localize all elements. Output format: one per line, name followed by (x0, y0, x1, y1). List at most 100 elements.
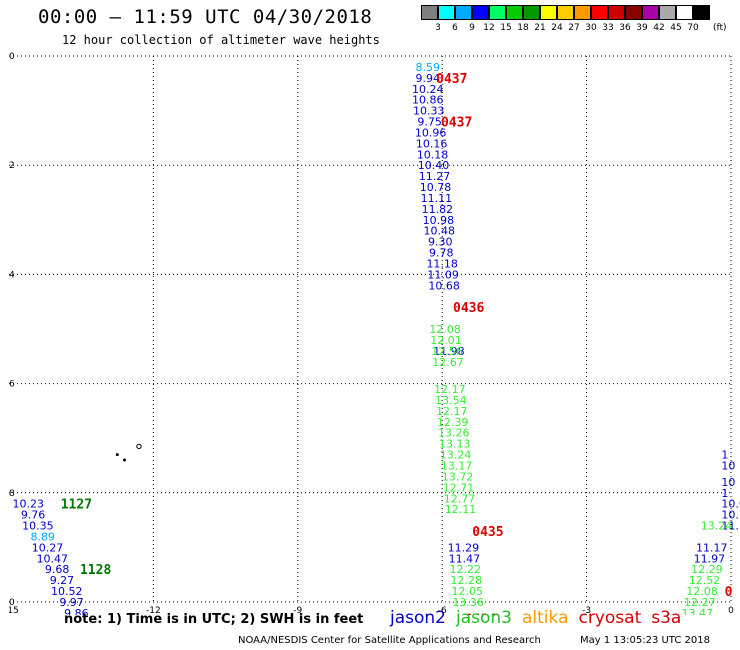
jason3-value-label: 12.56 (431, 345, 463, 358)
legend-label: 30 (585, 23, 597, 33)
jason2-value-label: 10.18 (417, 148, 449, 161)
legend-label: 33 (602, 23, 614, 33)
pass-time-label: 0437 (441, 116, 472, 131)
island-mark (115, 453, 119, 457)
y-tick-label: -30 (9, 52, 15, 62)
jason3-value-label: 12.29 (691, 563, 723, 576)
x-tick-label: -12 (146, 606, 161, 615)
jason2-value-label: 10.48 (424, 225, 456, 238)
satellite-legend-jason2: jason2 (390, 608, 446, 628)
y-tick-label: -32 (9, 161, 15, 171)
pass-time-label: 0435 (472, 525, 503, 540)
x-tick-label: 0 (728, 606, 734, 615)
jason2-value-label: 9.75 (417, 116, 442, 129)
jason3-value-label: 13.24 (440, 449, 472, 462)
chart-subtitle: 12 hour collection of altimeter wave hei… (62, 33, 380, 47)
legend-label: 15 (500, 23, 512, 33)
legend-label: 27 (568, 23, 580, 33)
satellite-legend-altika: altika (522, 608, 569, 628)
legend-swatch (489, 5, 506, 20)
jason2-value-label: 8.89 (30, 530, 55, 543)
legend-swatch (455, 5, 472, 20)
jason2-value-label: 10.52 (51, 585, 83, 598)
jason2-value-label: 11.18 (426, 257, 458, 270)
pass-time-label: 1128 (80, 563, 111, 578)
jason2-value-label: 11.98 (433, 345, 465, 358)
jason3-value-label: 13.13 (439, 438, 471, 451)
jason2-value-label: 9.97 (59, 596, 84, 609)
jason2-value-label: 10.24 (412, 83, 444, 96)
jason2-value-label: 8.59 (416, 61, 441, 74)
jason2-value-label: 1 (721, 449, 728, 462)
legend-label: 18 (517, 23, 529, 33)
chart-title: 00:00 – 11:59 UTC 04/30/2018 (38, 6, 373, 28)
y-tick-label: -34 (9, 270, 15, 280)
legend-swatch (438, 5, 455, 20)
jason3-value-label: 13.24 (701, 520, 733, 533)
jason2-value-label: 11.13 (721, 520, 740, 533)
legend-label: 45 (670, 23, 682, 33)
jason2-value-label: 9.94 (416, 72, 441, 85)
legend-swatch (676, 5, 693, 20)
legend-swatch (642, 5, 659, 20)
legend-label: 21 (534, 23, 546, 33)
jason2-value-label: 11.17 (696, 541, 728, 554)
jason3-value-label: 13.26 (438, 427, 470, 440)
legend-swatch (659, 5, 676, 20)
jason2-value-label: 10.35 (22, 520, 54, 533)
jason3-value-label: 12.52 (689, 574, 721, 587)
jason3-value-label: 13.36 (452, 596, 484, 609)
legend-swatch (608, 5, 625, 20)
jason2-value-label: 10 (721, 460, 735, 473)
jason2-value-label: 1 (721, 487, 728, 500)
jason2-value-label: 9.86 (64, 607, 89, 615)
legend-label: 24 (551, 23, 563, 33)
jason3-value-label: 12.77 (444, 492, 476, 505)
legend-label: 6 (452, 23, 458, 33)
x-tick-label: -15 (9, 606, 19, 615)
legend-swatch (625, 5, 642, 20)
pass-time-label: 0434 (465, 612, 496, 615)
pass-time-label: 1127 (61, 498, 92, 513)
legend-swatch (506, 5, 523, 20)
legend-label: 12 (483, 23, 495, 33)
jason3-value-label: 12.27 (684, 596, 716, 609)
jason2-value-label: 11.97 (694, 552, 726, 565)
legend-label: 3 (435, 23, 441, 33)
jason3-value-label: 12.22 (450, 563, 482, 576)
y-tick-label: -36 (9, 380, 15, 390)
legend-label: 42 (653, 23, 665, 33)
jason3-value-label: 12.08 (429, 323, 461, 336)
jason2-value-label: 11.47 (449, 552, 481, 565)
jason3-value-label: 12.71 (443, 481, 475, 494)
jason2-value-label: 10.33 (413, 105, 445, 118)
jason2-value-label: 10.98 (423, 214, 455, 227)
satellite-legend-jason3: jason3 (456, 608, 512, 628)
pass-time-label: 0 (725, 585, 733, 600)
jason3-value-label: 12.17 (436, 405, 468, 418)
jason3-value-label: 13.72 (442, 470, 474, 483)
jason2-value-label: 10.78 (420, 181, 452, 194)
jason3-value-label: 13.47 (682, 607, 714, 615)
jason3-value-label: 12.39 (437, 416, 469, 429)
jason2-value-label: 10.27 (32, 541, 64, 554)
x-tick-label: -9 (293, 606, 302, 615)
jason3-value-label: 12.08 (686, 585, 718, 598)
legend-swatch (574, 5, 591, 20)
jason2-value-label: 10.40 (418, 159, 450, 172)
legend-swatch (693, 5, 710, 20)
legend-label: 39 (636, 23, 648, 33)
jason2-value-label: 9.76 (21, 509, 46, 522)
legend-label: 36 (619, 23, 631, 33)
jason2-value-label: 11.09 (427, 268, 459, 281)
island-mark (123, 458, 127, 462)
pass-time-label: 0436 (453, 301, 484, 316)
jason2-value-label: 11.27 (419, 170, 451, 183)
legend-unit-label: (ft) (713, 23, 727, 33)
credit-line: NOAA/NESDIS Center for Satellite Applica… (238, 635, 541, 646)
jason2-value-label: 10.23 (13, 498, 45, 511)
jason2-value-label: 10.72 (721, 509, 740, 522)
y-tick-label: -38 (9, 489, 15, 499)
jason2-value-label: 9.78 (429, 247, 454, 260)
jason2-value-label: 10.86 (412, 94, 444, 107)
